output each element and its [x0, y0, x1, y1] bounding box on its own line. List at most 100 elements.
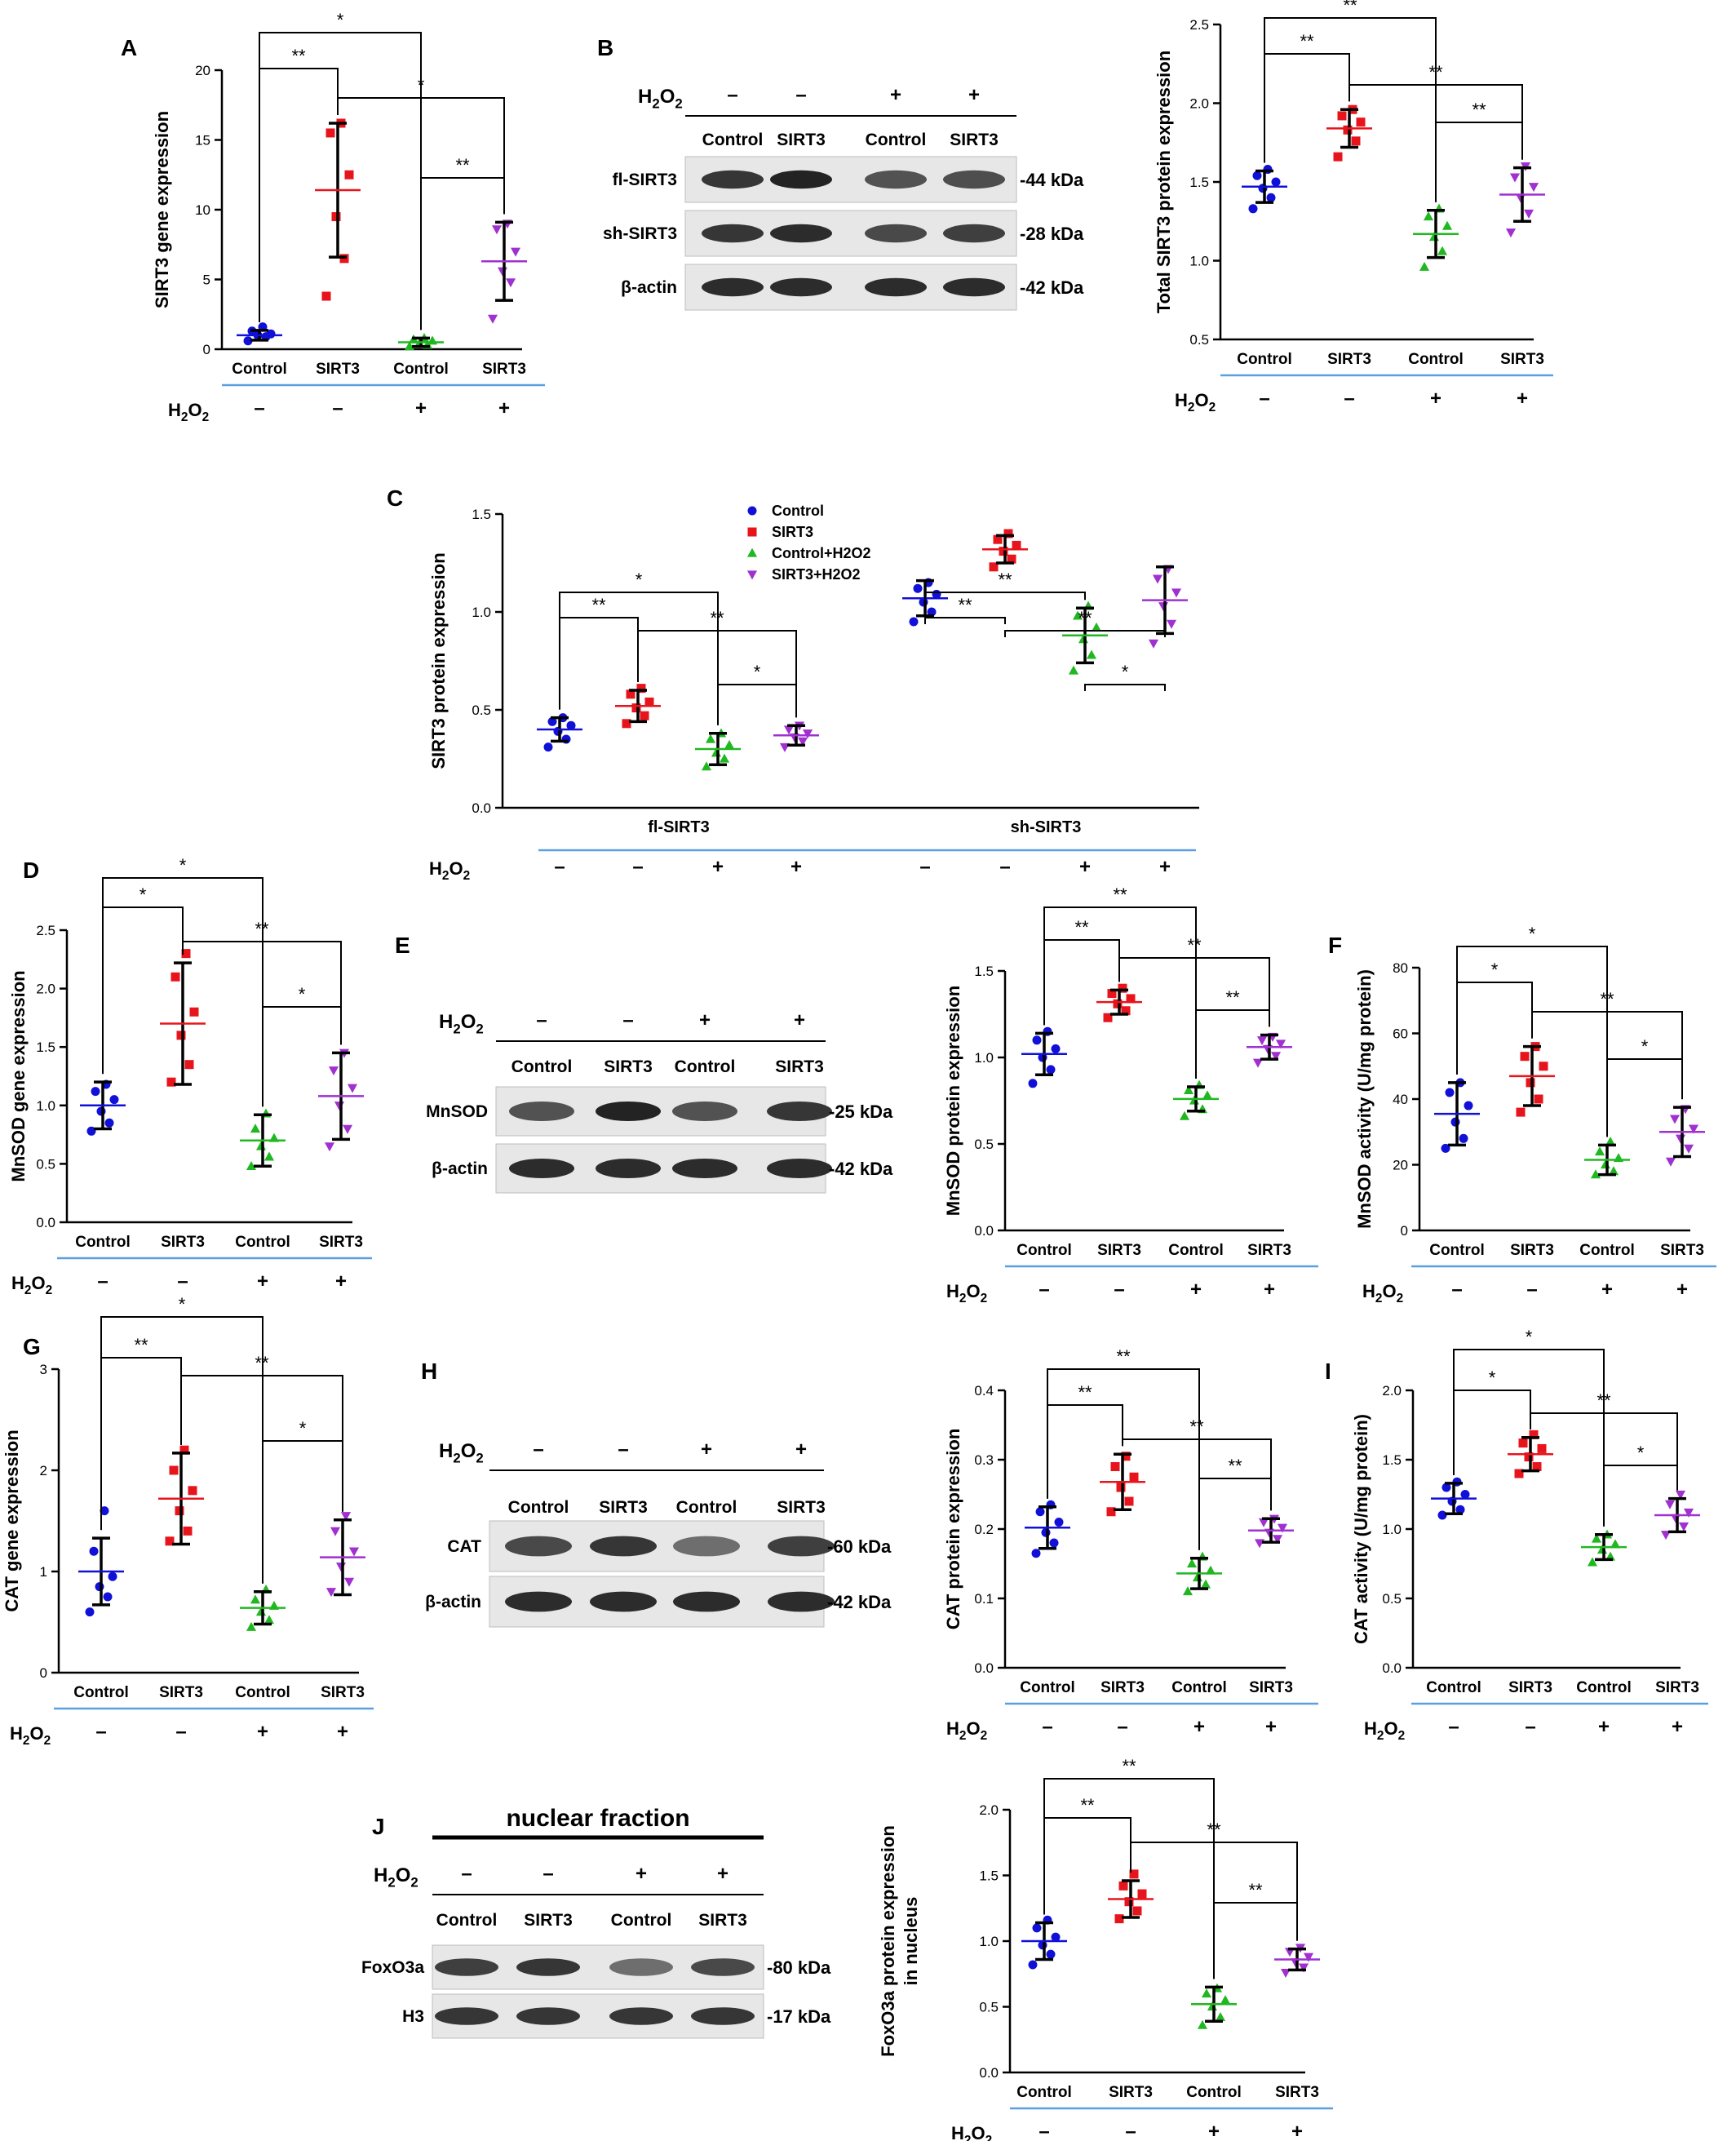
- y-tick-label: 0.5: [979, 2000, 999, 2015]
- data-point: [927, 607, 937, 617]
- x-tick-label: SIRT3: [1655, 1679, 1699, 1696]
- y-tick-label: 0: [40, 1665, 47, 1681]
- data-point: [1337, 111, 1347, 121]
- data-point: [1509, 173, 1521, 183]
- x-tick-label: Control: [1429, 1242, 1485, 1259]
- h2o2-sign: +: [498, 397, 510, 419]
- molecular-weight-label: -44 kDa: [1020, 170, 1084, 190]
- data-point: [1032, 1035, 1042, 1045]
- data-point: [1046, 1949, 1056, 1959]
- data-point: [1539, 1062, 1548, 1071]
- data-point: [1610, 1539, 1621, 1549]
- significance-bracket: [559, 592, 719, 725]
- y-tick-label: 0.5: [472, 703, 491, 718]
- x-tick-label: Control: [1168, 1242, 1224, 1259]
- data-point: [1605, 1137, 1616, 1146]
- x-tick-label: SIRT3: [1097, 1242, 1141, 1259]
- data-point: [1591, 1533, 1602, 1543]
- significance-label: **: [1116, 1346, 1131, 1367]
- data-point: [326, 128, 335, 138]
- data-point: [334, 1102, 345, 1111]
- y-tick-label: 2.0: [1189, 96, 1209, 112]
- significance-label: **: [1080, 1795, 1095, 1815]
- data-point: [1298, 1963, 1309, 1973]
- blot-row-label: CAT: [447, 1537, 481, 1556]
- h2o2-sign: –: [95, 1721, 106, 1743]
- data-point: [343, 1577, 355, 1587]
- blot-title: nuclear fraction: [506, 1805, 689, 1832]
- protein-band: [865, 277, 927, 297]
- significance-bracket: [182, 941, 342, 1045]
- data-point: [1277, 1523, 1288, 1533]
- h2o2-sign: –: [254, 397, 264, 419]
- panel-label-G: G: [23, 1334, 41, 1359]
- x-tick-label: Control: [235, 1234, 290, 1251]
- data-point: [1258, 184, 1268, 193]
- x-tick-label: Control: [232, 361, 287, 378]
- h2o2-sign: –: [622, 1009, 633, 1031]
- data-point: [636, 684, 646, 694]
- data-point: [497, 267, 508, 277]
- data-point: [1419, 261, 1430, 271]
- data-point: [326, 1588, 337, 1598]
- significance-label: *: [179, 1294, 186, 1314]
- x-tick-label: SIRT3: [316, 361, 360, 378]
- protein-band: [590, 1591, 657, 1612]
- significance-bracket: [259, 32, 422, 330]
- h2o2-sign: +: [795, 1438, 807, 1461]
- data-point: [1333, 152, 1343, 162]
- data-point: [1091, 622, 1102, 632]
- data-point: [104, 1118, 114, 1128]
- significance-label: *: [754, 662, 761, 682]
- data-point: [1442, 1483, 1451, 1492]
- legend-entry: SIRT3: [772, 524, 813, 540]
- significance-label: **: [958, 595, 972, 615]
- y-tick-label: 60: [1393, 1026, 1408, 1042]
- data-point: [1035, 1507, 1045, 1517]
- lane-label: Control: [512, 1057, 573, 1076]
- h2o2-sign: +: [717, 1863, 728, 1885]
- data-point: [264, 1615, 275, 1625]
- western-blot-E: H2O2 – – + + Control SIRT3 Control SIRT3 MnSOD -25…: [426, 1009, 893, 1194]
- significance-bracket: [1130, 1842, 1298, 1941]
- y-tick-label: 0.0: [1382, 1660, 1402, 1676]
- data-point: [348, 1547, 360, 1557]
- group-label: fl-SIRT3: [648, 818, 710, 836]
- h2o2-sign: +: [1672, 1716, 1683, 1738]
- h2o2-label: H2O2: [374, 1864, 418, 1891]
- significance-bracket: [1043, 939, 1120, 1026]
- significance-bracket: [337, 97, 505, 215]
- significance-bracket: [924, 592, 1086, 601]
- data-point: [705, 734, 716, 743]
- molecular-weight-label: -17 kDa: [767, 2006, 831, 2027]
- y-tick-label: 1.5: [979, 1868, 999, 1884]
- significance-label: **: [1600, 989, 1614, 1009]
- data-point: [1664, 1500, 1676, 1509]
- data-point: [1675, 1134, 1686, 1144]
- legend-entry: Control+H2O2: [772, 545, 871, 561]
- y-axis-label: CAT protein expression: [943, 1429, 963, 1630]
- western-blot-J: nuclear fraction H2O2 – – + + Control SIRT3 Cont…: [361, 1805, 831, 2039]
- data-point: [1113, 999, 1123, 1008]
- data-point: [335, 1563, 347, 1572]
- significance-label: *: [299, 984, 306, 1004]
- data-point: [342, 1124, 353, 1134]
- y-tick-label: 0.5: [1189, 332, 1209, 348]
- data-point: [331, 212, 341, 222]
- h2o2-sign: –: [536, 1009, 547, 1031]
- data-point: [347, 1084, 358, 1093]
- data-point: [1669, 1115, 1681, 1124]
- data-point: [1423, 211, 1434, 221]
- panel-label-I: I: [1325, 1359, 1331, 1384]
- protein-band: [509, 1159, 574, 1178]
- data-point: [328, 1066, 339, 1076]
- h2o2-sign: –: [727, 84, 737, 106]
- y-tick-label: 2.5: [36, 923, 55, 938]
- molecular-weight-label: -80 kDa: [767, 1957, 831, 1978]
- y-tick-label: 0.0: [974, 1660, 994, 1676]
- y-tick-label: 0.5: [36, 1156, 55, 1172]
- protein-band: [702, 170, 764, 189]
- blot-row-label: fl-SIRT3: [613, 171, 677, 189]
- group-label: sh-SIRT3: [1011, 818, 1082, 836]
